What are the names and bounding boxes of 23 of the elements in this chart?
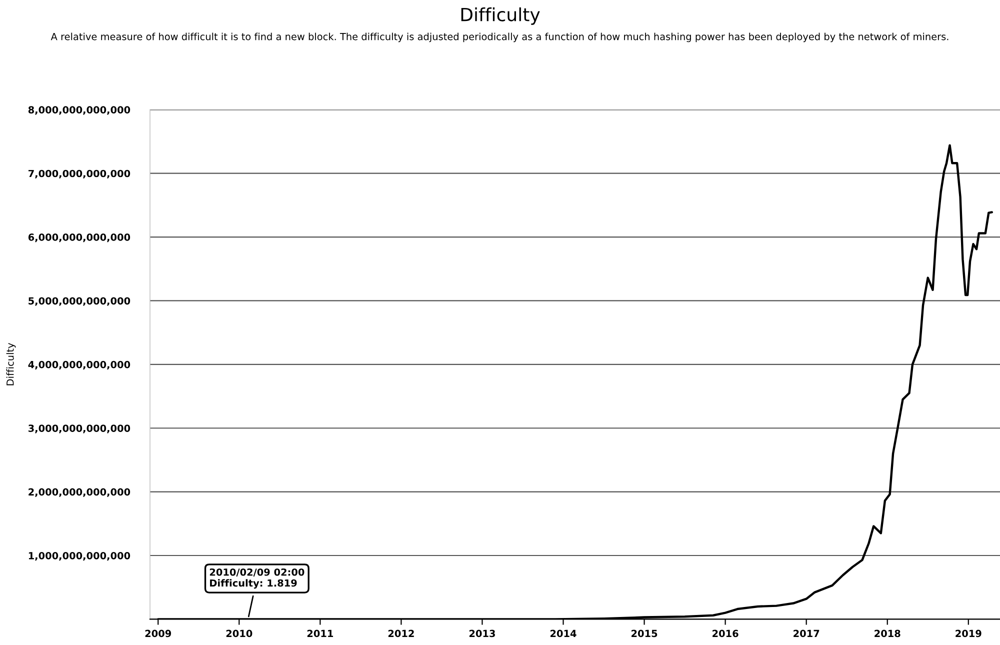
x-tick-label: 2019 [956,630,982,638]
annotation: 2010/02/09 02:00 Difficulty: 1.819 [210,568,304,589]
x-tick-label: 2014 [550,630,576,638]
x-tick-label: 2017 [794,630,820,638]
x-tick-label: 2018 [874,630,900,638]
y-tick-label: 5,000,000,000,000 [28,297,130,306]
chart-title: Difficulty [461,7,540,25]
x-tick-label: 2009 [145,630,172,638]
x-tick-label: 2012 [388,630,414,638]
y-tick-label: 1,000,000,000,000 [28,552,130,561]
chart-subtitle: A relative measure of how difficult it is to find a new block. The difficulty is adjusted periodically as a function of how much hashing power has been deployed by the network of miners. [50,32,948,42]
x-tick-label: 2011 [307,630,334,638]
y-tick-label: 8,000,000,000,000 [28,106,130,115]
x-tick-label: 2015 [632,630,658,638]
x-tick-label: 2010 [226,630,252,638]
y-axis-title: Difficulty [6,342,16,386]
y-tick-label: 7,000,000,000,000 [28,170,130,178]
y-tick-label: 3,000,000,000,000 [28,424,130,434]
y-tick-label: 6,000,000,000,000 [28,234,130,242]
x-tick-label: 2016 [712,630,738,638]
y-tick-label: 2,000,000,000,000 [28,488,130,497]
y-tick-label: 4,000,000,000,000 [28,360,130,370]
x-tick-label: 2013 [469,630,495,638]
